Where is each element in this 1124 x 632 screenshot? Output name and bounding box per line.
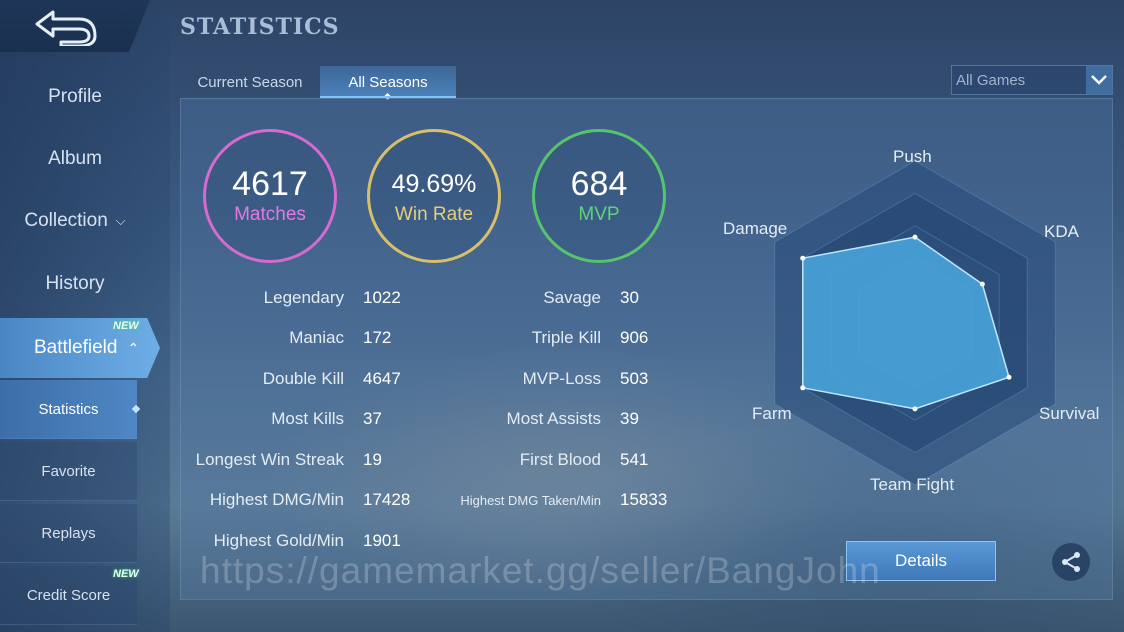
stat-value: 172 [363, 328, 392, 347]
new-badge: NEW [113, 568, 139, 580]
radar-axis-farm: Farm [752, 404, 792, 423]
tab-label: Current Season [197, 73, 303, 91]
stat-value: 39 [620, 409, 639, 428]
sidebar-subitem-label: Favorite [41, 462, 96, 480]
stat-value: 37 [363, 409, 382, 428]
matches-count: 4617 [232, 165, 308, 203]
radar-axis-damage: Damage [723, 219, 788, 238]
sidebar-item-history[interactable]: History [0, 264, 150, 304]
dropdown-value: All Games [956, 71, 1026, 89]
sidebar-item-profile[interactable]: Profile [0, 77, 150, 117]
sidebar-subitem-favorite[interactable]: Favorite [0, 442, 137, 501]
sidebar-subitem-replays[interactable]: Replays [0, 504, 137, 563]
sidebar-item-label: Battlefield [34, 337, 118, 358]
radar-axis-team-fight: Team Fight [870, 475, 955, 494]
matches-label: Matches [234, 204, 306, 225]
chevron-down-icon[interactable] [1086, 66, 1112, 94]
chevron-down-icon: ⌵ [115, 213, 126, 228]
sidebar-subitem-statistics[interactable]: Statistics [0, 380, 141, 439]
radar-point-team-fight [912, 406, 918, 412]
sidebar-subitem-credit-score[interactable]: Credit Score [0, 566, 137, 625]
stat-label: Highest Gold/Min [213, 531, 344, 550]
tab-label: All Seasons [348, 73, 428, 91]
stat-value: 30 [620, 288, 639, 307]
radar-point-push [912, 234, 918, 240]
watermark: https://gamemarket.gg/seller/BangJohn [200, 550, 881, 591]
win-rate-label: Win Rate [394, 204, 474, 225]
sidebar-item-album[interactable]: Album [0, 139, 150, 179]
win-rate-value: 49.69% [391, 170, 477, 198]
sidebar-item-label: Collection [24, 210, 108, 231]
stat-label: Triple Kill [531, 328, 601, 347]
stat-value: 1022 [363, 288, 401, 307]
radar-point-damage [800, 255, 806, 261]
tab-all-seasons[interactable]: All Seasons [320, 66, 456, 101]
radar-chart [774, 160, 1056, 486]
stat-value: 1901 [363, 531, 401, 550]
sidebar-subitem-label: Replays [41, 524, 96, 542]
stat-value: 906 [620, 328, 649, 347]
stat-value: 503 [620, 369, 649, 388]
stat-label: MVP-Loss [522, 369, 601, 388]
stat-label: Most Kills [271, 409, 344, 428]
share-icon [1062, 552, 1080, 572]
radar-point-farm [800, 385, 806, 391]
game-mode-dropdown[interactable]: All Games [951, 65, 1113, 95]
tab-current-season[interactable]: Current Season [182, 66, 318, 98]
stat-label: Maniac [289, 328, 344, 347]
stat-value: 4647 [363, 369, 401, 388]
radar-axis-survival: Survival [1039, 404, 1100, 423]
mvp-summary: 684 MVP [532, 129, 666, 263]
back-arrow-icon [35, 10, 97, 46]
sidebar-item-collection[interactable]: Collection ⌵ [0, 201, 150, 241]
stat-label: Savage [543, 288, 601, 307]
back-button[interactable] [0, 0, 150, 52]
new-badge: NEW [113, 320, 139, 332]
page-title: STATISTICS [180, 14, 340, 40]
mvp-label: MVP [578, 204, 620, 225]
sidebar-subitem-label: Statistics [38, 400, 99, 418]
sidebar-item-label: Album [48, 148, 102, 169]
sidebar-subitem-label: Credit Score [26, 586, 111, 604]
stat-label: Longest Win Streak [195, 450, 344, 469]
stat-value: 17428 [363, 490, 411, 509]
stat-label: Double Kill [262, 369, 344, 388]
stat-value: 541 [620, 450, 649, 469]
radar-points [800, 234, 1012, 412]
stat-label: Most Assists [506, 409, 601, 428]
mvp-count: 684 [570, 165, 628, 203]
sidebar-item-label: History [45, 273, 105, 294]
stat-label: Highest DMG/Min [209, 490, 344, 509]
sidebar-item-label: Profile [48, 86, 102, 107]
stat-value: 15833 [620, 490, 668, 509]
stat-value: 19 [363, 450, 382, 469]
radar-point-kda [979, 281, 985, 287]
matches-summary: 4617 Matches [203, 129, 337, 263]
win-rate-summary: 49.69% Win Rate [367, 129, 501, 263]
sidebar [0, 0, 170, 632]
stat-label: First Blood [519, 450, 601, 469]
radar-point-survival [1006, 374, 1012, 380]
chevron-up-icon: ⌃ [127, 339, 140, 356]
details-button[interactable]: Details [846, 541, 996, 581]
details-button-label: Details [895, 551, 947, 570]
sidebar-item-battlefield[interactable]: Battlefield ⌃ [0, 318, 160, 378]
share-button[interactable] [1052, 543, 1090, 581]
radar-axis-push: Push [893, 147, 932, 166]
stat-label: Legendary [263, 288, 344, 307]
stat-label: Highest DMG Taken/Min [460, 493, 601, 508]
radar-axis-kda: KDA [1044, 222, 1079, 241]
